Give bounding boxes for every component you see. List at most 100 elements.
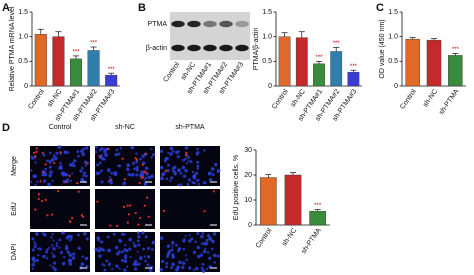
significance-mark: *** [108,67,116,73]
nucleus [37,253,40,257]
nucleus [29,180,33,184]
nucleus [31,248,35,252]
nucleus [42,153,46,157]
bar [295,37,308,87]
nucleus [80,149,84,153]
edu-cell [35,150,38,153]
nucleus [69,179,72,182]
nucleus [98,254,102,258]
blot-band [219,20,233,28]
edu-cell [37,193,40,196]
panel-letter: A [2,2,10,14]
nucleus [201,269,206,273]
western-blot: PTMA β-actin [146,12,250,60]
micrograph [160,189,220,229]
edu-cell [68,174,71,177]
panel-letter: D [2,122,10,134]
error-bar [350,69,357,73]
nucleus [69,237,73,240]
nucleus [213,261,217,264]
nucleus [179,172,183,175]
nucleus [63,255,66,259]
nucleus [119,147,122,150]
edu-cell [109,224,112,227]
nucleus [139,256,143,260]
nucleus [47,182,51,187]
nucleus [77,233,80,237]
edu-cell [53,161,56,165]
nucleus [184,146,189,150]
nucleus [160,259,165,264]
bar [405,38,420,87]
nucleus [123,268,127,272]
nucleus [143,183,147,186]
row-label: Merge [11,156,18,176]
nucleus [191,171,195,174]
y-tick-label: 10 [244,197,252,204]
nucleus [181,261,186,265]
nucleus [176,183,179,186]
y-tick-label: 0 [248,222,252,229]
edu-cell [80,213,83,217]
nucleus [167,250,171,254]
blot-band [235,20,249,28]
significance-mark: *** [333,41,341,47]
nucleus [125,249,129,253]
nucleus [124,253,128,257]
nucleus [49,151,52,155]
nucleus [67,234,71,238]
nucleus [46,159,49,163]
nucleus [100,240,104,244]
error-bar [90,46,97,51]
y-tick-label: 20 [244,172,252,179]
nucleus [135,160,139,164]
nucleus [36,247,39,250]
y-axis-label: PTMA/β-actin [253,28,260,71]
nucleus [142,247,145,251]
nucleus [143,255,146,258]
nucleus [166,169,170,173]
nucleus [173,165,177,170]
edu-cell [134,211,137,215]
nucleus [163,159,167,163]
nucleus [85,265,88,268]
nucleus [61,261,66,266]
nucleus [140,170,144,174]
nucleus [77,154,80,158]
nucleus [187,156,191,159]
nucleus [33,241,36,244]
nucleus [160,176,164,181]
nucleus [53,267,57,272]
nucleus [185,162,188,165]
nucleus [151,240,156,245]
nucleus [170,266,173,269]
edu-cell [51,213,54,216]
nucleus [34,243,37,246]
nucleus [195,151,200,155]
error-bar [55,31,62,37]
nucleus [33,174,38,179]
nucleus [135,173,139,177]
nucleus [214,162,218,167]
edu-cell [64,180,67,184]
edu-cell [141,163,144,166]
nucleus [164,157,168,161]
nucleus [50,236,53,239]
x-tick-label: sh-PTMA [438,88,461,116]
nucleus [189,160,193,164]
nucleus [146,255,151,259]
edu-cell [56,189,60,193]
y-tick-label: 1.0 [18,34,28,41]
edu-cell [137,223,140,226]
nucleus [105,259,109,263]
nucleus [204,182,207,185]
blot-band [187,44,201,52]
edu-cell [42,171,45,174]
nucleus [159,267,164,272]
panel-letter: B [138,2,146,14]
nucleus [52,239,55,242]
nucleus [104,153,108,157]
nucleus [167,151,170,154]
nucleus [141,231,145,235]
nucleus [82,147,86,151]
